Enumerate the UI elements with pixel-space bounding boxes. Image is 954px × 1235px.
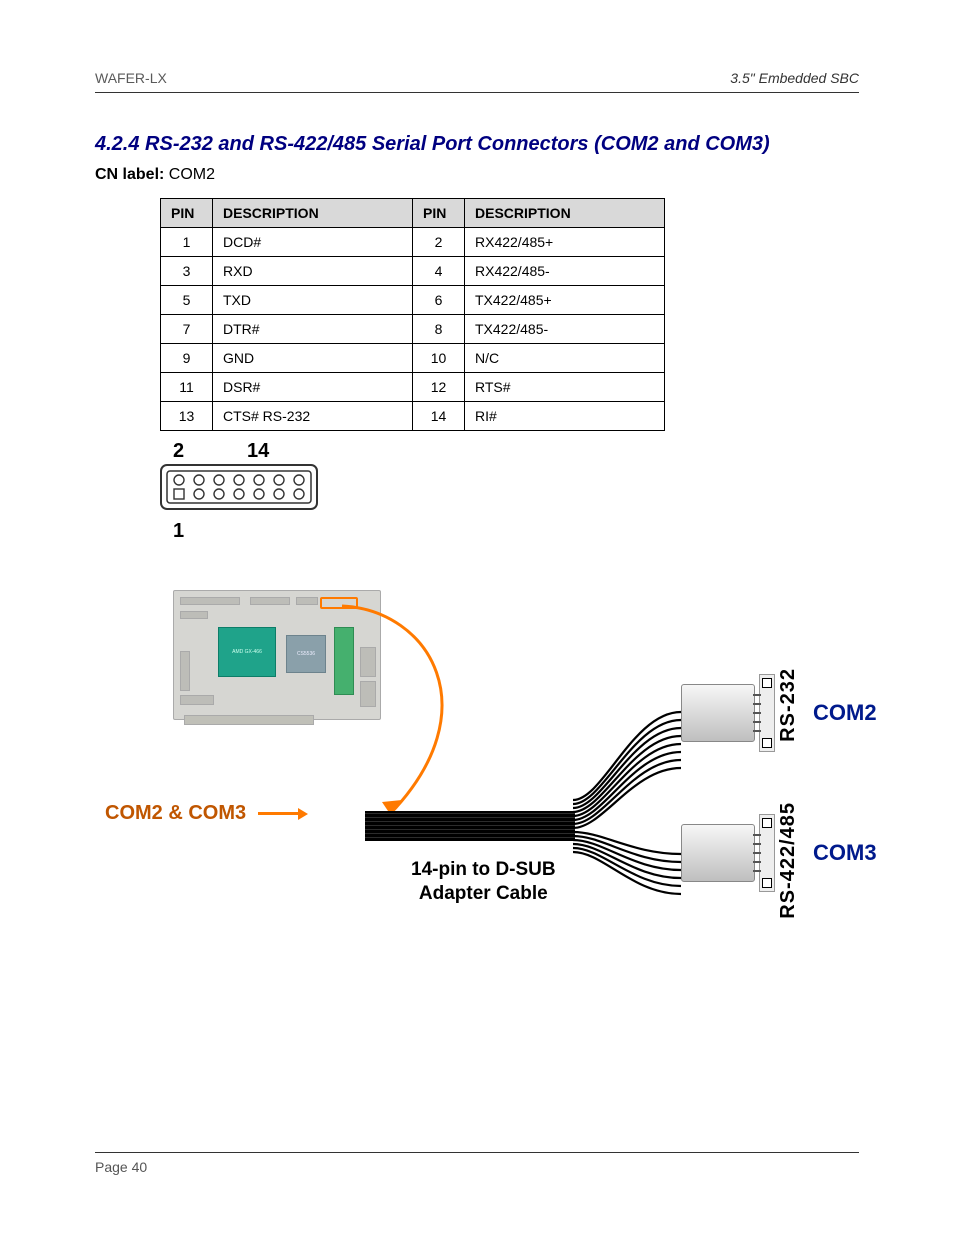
cn-label: CN label: — [95, 166, 164, 183]
port-label-com2: COM2 — [813, 700, 877, 726]
desc-cell: N/C — [465, 344, 665, 373]
desc-cell: DSR# — [213, 373, 413, 402]
pin-cell: 9 — [161, 344, 213, 373]
pin-header-figure: 2 14 1 — [155, 439, 859, 554]
pin-label-2: 2 — [173, 440, 184, 462]
pin-cell: 10 — [413, 344, 465, 373]
iface-label-rs232: RS-232 — [777, 668, 800, 742]
desc-cell: DCD# — [213, 228, 413, 257]
table-row: 13CTS# RS-23214RI# — [161, 402, 665, 431]
header-doc-type: 3.5" Embedded SBC — [730, 70, 859, 86]
pin-cell: 12 — [413, 373, 465, 402]
chip-green — [334, 627, 354, 695]
pin-cell: 14 — [413, 402, 465, 431]
db9-connector-com3 — [681, 824, 765, 882]
desc-cell: DTR# — [213, 315, 413, 344]
port-label-com3: COM3 — [813, 840, 877, 866]
header-model: WAFER-LX — [95, 70, 167, 86]
section-title: 4.2.4 RS-232 and RS-422/485 Serial Port … — [95, 133, 859, 156]
table-header-cell: PIN — [161, 199, 213, 228]
table-header-cell: DESCRIPTION — [465, 199, 665, 228]
chip-cs: CS5536 — [286, 635, 326, 673]
section-heading: RS-232 and RS-422/485 Serial Port Connec… — [145, 133, 770, 155]
connector-label-line: CN label: COM2 — [95, 166, 859, 184]
chip-gx: AMD GX-466 — [218, 627, 276, 677]
pin-label-1: 1 — [173, 520, 184, 542]
pin-cell: 7 — [161, 315, 213, 344]
pin-cell: 13 — [161, 402, 213, 431]
table-row: 3RXD4RX422/485- — [161, 257, 665, 286]
desc-cell: RX422/485- — [465, 257, 665, 286]
pin-cell: 5 — [161, 286, 213, 315]
pin-label-14: 14 — [247, 440, 270, 462]
desc-cell: TX422/485- — [465, 315, 665, 344]
page-number: Page 40 — [95, 1159, 859, 1175]
table-row: 5TXD6TX422/485+ — [161, 286, 665, 315]
table-header-cell: PIN — [413, 199, 465, 228]
combined-port-label: COM2 & COM3 — [105, 802, 308, 825]
pin-cell: 4 — [413, 257, 465, 286]
section-number: 4.2.4 — [95, 133, 139, 155]
desc-cell: TX422/485+ — [465, 286, 665, 315]
db9-connector-com2 — [681, 684, 765, 742]
table-body: 1DCD#2RX422/485+3RXD4RX422/485-5TXD6TX42… — [161, 228, 665, 431]
header-rule — [95, 92, 859, 93]
pin-cell: 1 — [161, 228, 213, 257]
desc-cell: CTS# RS-232 — [213, 402, 413, 431]
desc-cell: RI# — [465, 402, 665, 431]
pin-cell: 3 — [161, 257, 213, 286]
board-highlight — [320, 597, 358, 609]
iface-label-rs422-485: RS-422/485 — [777, 802, 800, 919]
cn-value: COM2 — [169, 166, 215, 183]
cable-bundle — [365, 779, 575, 869]
pin-cell: 8 — [413, 315, 465, 344]
desc-cell: RX422/485+ — [465, 228, 665, 257]
pin-cell: 6 — [413, 286, 465, 315]
adapter-cable-diagram: AMD GX-466 CS5536 — [105, 584, 865, 984]
board-graphic: AMD GX-466 CS5536 — [173, 590, 381, 720]
page-header: WAFER-LX 3.5" Embedded SBC — [95, 70, 859, 86]
desc-cell: RXD — [213, 257, 413, 286]
fanout-wires — [573, 704, 693, 954]
table-row: 7DTR#8TX422/485- — [161, 315, 665, 344]
desc-cell: GND — [213, 344, 413, 373]
pin-cell: 2 — [413, 228, 465, 257]
cable-caption: 14-pin to D-SUB Adapter Cable — [411, 858, 556, 906]
table-head: PINDESCRIPTIONPINDESCRIPTION — [161, 199, 665, 228]
pin-cell: 11 — [161, 373, 213, 402]
page-footer: Page 40 — [95, 1152, 859, 1175]
desc-cell: TXD — [213, 286, 413, 315]
table-row: 11DSR#12RTS# — [161, 373, 665, 402]
table-row: 1DCD#2RX422/485+ — [161, 228, 665, 257]
desc-cell: RTS# — [465, 373, 665, 402]
table-header-cell: DESCRIPTION — [213, 199, 413, 228]
pinout-table: PINDESCRIPTIONPINDESCRIPTION 1DCD#2RX422… — [160, 198, 665, 431]
table-row: 9GND10N/C — [161, 344, 665, 373]
